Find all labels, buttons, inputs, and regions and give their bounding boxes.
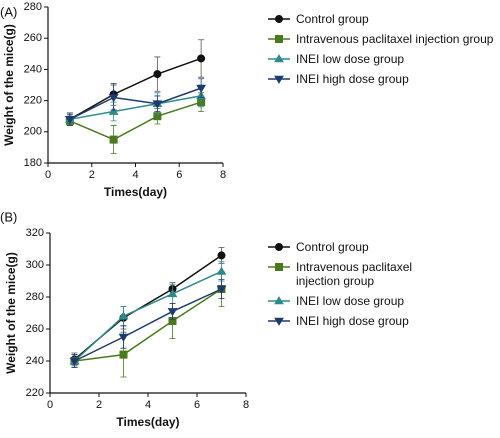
series-line	[69, 87, 202, 120]
data-point	[216, 285, 227, 294]
legend-swatch	[268, 35, 290, 43]
data-point	[118, 311, 129, 320]
legend-swatch	[268, 75, 290, 84]
series-line	[74, 288, 222, 362]
legend-item: Intravenous paclitaxel injection group	[268, 260, 418, 288]
legend-item: INEI high dose group	[268, 72, 498, 86]
legend-marker	[274, 75, 284, 84]
y-axis-title: Weight of the mice(g)	[4, 252, 18, 374]
series-line	[73, 270, 222, 362]
data-point	[108, 106, 119, 115]
panel-label: (B)	[0, 209, 17, 224]
legend-label: INEI low dose group	[296, 294, 405, 308]
x-tick-label: 6	[176, 169, 182, 181]
x-tick-label: 0	[45, 169, 51, 181]
x-tick-label: 0	[47, 399, 53, 411]
x-tick-label: 8	[220, 169, 226, 181]
legend-marker	[274, 296, 284, 305]
data-point	[69, 357, 80, 366]
legend-marker	[275, 263, 283, 271]
x-tick-label: 4	[132, 169, 138, 181]
y-tick-label: 180	[24, 157, 42, 169]
y-tick-label: 300	[26, 259, 44, 271]
x-tick-label: 2	[96, 399, 102, 411]
legend-swatch	[268, 296, 290, 305]
legend-marker	[275, 15, 283, 23]
series-line	[69, 57, 202, 120]
y-tick-label: 220	[24, 95, 42, 107]
y-tick-label: 260	[26, 323, 44, 335]
y-tick-label: 220	[26, 387, 44, 399]
series-line	[69, 95, 202, 121]
data-point	[109, 135, 118, 144]
y-tick-label: 200	[24, 126, 42, 138]
legend-label: Control group	[296, 240, 369, 254]
legend-item: Control group	[268, 12, 498, 26]
legend-label: Intravenous paclitaxel injection group	[296, 32, 494, 46]
legend-item: INEI low dose group	[268, 294, 418, 308]
legend-swatch	[268, 243, 290, 251]
legend-item: Control group	[268, 240, 418, 254]
legend-marker	[275, 243, 283, 251]
y-tick-label: 240	[26, 355, 44, 367]
data-point	[64, 116, 75, 125]
data-point	[167, 288, 178, 298]
y-tick-label: 280	[26, 291, 44, 303]
legend-swatch	[268, 263, 290, 271]
data-point	[196, 84, 207, 93]
data-point	[108, 94, 119, 103]
data-point	[119, 350, 128, 359]
legend-marker	[275, 35, 283, 43]
legend-item: INEI high dose group	[268, 314, 418, 328]
data-point	[118, 333, 129, 342]
legend-swatch	[268, 54, 290, 63]
y-axis-title: Weight of the mice(g)	[2, 24, 16, 146]
legend-label: Intravenous paclitaxel injection group	[296, 260, 413, 288]
legend-swatch	[268, 317, 290, 326]
y-tick-label: 260	[24, 32, 42, 44]
x-axis-title: Times(day)	[104, 185, 167, 199]
legend: Control group Intravenous paclitaxel inje…	[268, 12, 498, 92]
x-axis-title: Times(day)	[116, 415, 179, 429]
series-line	[74, 254, 222, 360]
data-point	[217, 251, 226, 260]
legend: Control group Intravenous paclitaxel inje…	[268, 240, 418, 334]
legend-label: INEI low dose group	[296, 52, 405, 66]
data-point	[167, 308, 178, 317]
legend-label: Control group	[296, 12, 369, 26]
legend-swatch	[268, 15, 290, 23]
y-tick-label: 320	[26, 227, 44, 239]
data-point	[197, 54, 206, 63]
x-tick-label: 4	[145, 399, 151, 411]
legend-item: INEI low dose group	[268, 52, 498, 66]
series-line	[69, 101, 202, 141]
legend-marker	[274, 317, 284, 326]
series-line	[74, 288, 222, 362]
data-point	[216, 266, 227, 275]
y-tick-label: 240	[24, 63, 42, 75]
data-point	[153, 70, 162, 79]
legend-item: Intravenous paclitaxel injection group	[268, 32, 498, 46]
x-tick-label: 6	[194, 399, 200, 411]
data-point	[152, 100, 163, 109]
x-tick-label: 2	[89, 169, 95, 181]
legend-marker	[274, 54, 284, 63]
x-tick-label: 8	[243, 399, 249, 411]
y-tick-label: 280	[24, 1, 42, 13]
legend-label: INEI high dose group	[296, 72, 409, 86]
panel-label: (A)	[0, 4, 17, 19]
legend-label: INEI high dose group	[296, 314, 409, 328]
